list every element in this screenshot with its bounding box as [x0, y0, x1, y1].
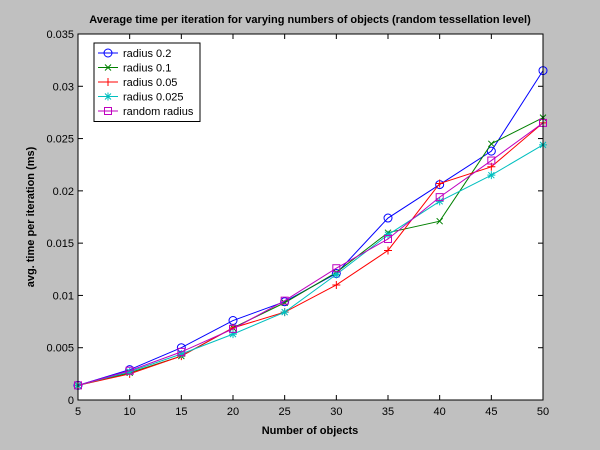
legend-label: radius 0.2	[123, 48, 171, 60]
data-point-star	[487, 171, 496, 180]
data-point-square	[229, 324, 237, 333]
data-point-star	[229, 330, 237, 339]
legend: radius 0.2 radius 0.1 radius 0.05 radius 0.…	[93, 42, 201, 122]
x-tick-label: 30	[330, 406, 342, 418]
legend-item: radius 0.2	[98, 48, 171, 60]
data-point-plus	[104, 78, 112, 86]
legend-item: radius 0.025	[98, 92, 184, 104]
data-point-plus	[435, 179, 444, 188]
legend-item: radius 0.05	[98, 77, 177, 89]
data-point-square	[280, 296, 289, 305]
series-line	[77, 122, 544, 386]
legend-label: radius 0.1	[123, 63, 171, 75]
data-point-star	[280, 308, 289, 317]
data-point-star	[332, 270, 341, 279]
data-point-plus	[384, 246, 392, 255]
x-tick-label: 35	[382, 406, 394, 418]
y-tick-label: 0.01	[53, 290, 74, 302]
legend-item: random radius	[98, 106, 194, 118]
legend-label: radius 0.05	[123, 77, 177, 89]
y-tick-label: 0.03	[53, 81, 74, 93]
data-point-x	[487, 140, 495, 148]
data-point-square	[104, 107, 112, 115]
data-point-circle	[103, 48, 113, 58]
data-point-square	[435, 193, 444, 202]
data-point-circle	[383, 213, 393, 223]
legend-label: radius 0.025	[123, 92, 184, 104]
data-point-star	[104, 92, 112, 101]
data-point-square	[177, 347, 186, 356]
plot-frame	[77, 33, 544, 401]
legend-label: random radius	[123, 106, 194, 118]
y-tick-label: 0.02	[53, 186, 74, 198]
x-tick-label: 45	[485, 406, 497, 418]
y-tick-label: 0.015	[46, 238, 74, 250]
data-point-square	[384, 234, 392, 243]
x-axis-label: Number of objects	[262, 425, 359, 437]
data-point-square	[487, 156, 496, 165]
y-tick-label: 0.005	[46, 343, 74, 355]
series-line	[77, 122, 544, 386]
x-tick-label: 5	[75, 406, 81, 418]
y-tick-label: 0.035	[46, 29, 74, 41]
series-layer	[73, 66, 548, 390]
axis-ticks: 5 10 15 20 25 30 35 40 45 50 0 0.005 0.01 0.015 0.02 0.…	[46, 29, 549, 418]
x-tick-label: 10	[124, 406, 136, 418]
data-point-circle	[486, 146, 496, 156]
data-point-x	[436, 217, 444, 225]
y-tick-label: 0.025	[46, 134, 74, 146]
data-point-square	[125, 366, 134, 375]
series-radius-0-05	[74, 118, 547, 390]
x-tick-label: 25	[279, 406, 291, 418]
x-tick-label: 50	[537, 406, 549, 418]
y-axis-label: avg. time per iteration (ms)	[25, 146, 37, 287]
series-line	[77, 144, 544, 386]
chart-title: Average time per iteration for varying n…	[89, 14, 531, 26]
legend-item: radius 0.1	[98, 63, 171, 75]
y-tick-label: 0	[68, 395, 74, 407]
series-radius-0-025	[74, 140, 547, 390]
data-point-x	[104, 64, 112, 71]
data-point-star	[125, 367, 134, 376]
x-tick-label: 20	[227, 406, 239, 418]
data-point-star	[435, 197, 444, 206]
data-point-star	[177, 349, 186, 358]
data-point-x	[281, 299, 289, 307]
x-tick-label: 40	[434, 406, 446, 418]
data-point-square	[332, 264, 341, 273]
data-point-plus	[332, 280, 341, 289]
x-tick-label: 15	[175, 406, 187, 418]
data-point-star	[384, 230, 392, 239]
